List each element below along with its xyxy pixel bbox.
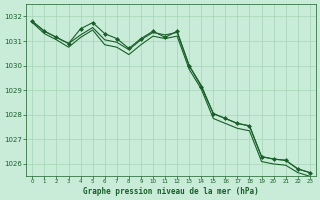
X-axis label: Graphe pression niveau de la mer (hPa): Graphe pression niveau de la mer (hPa)	[83, 187, 259, 196]
